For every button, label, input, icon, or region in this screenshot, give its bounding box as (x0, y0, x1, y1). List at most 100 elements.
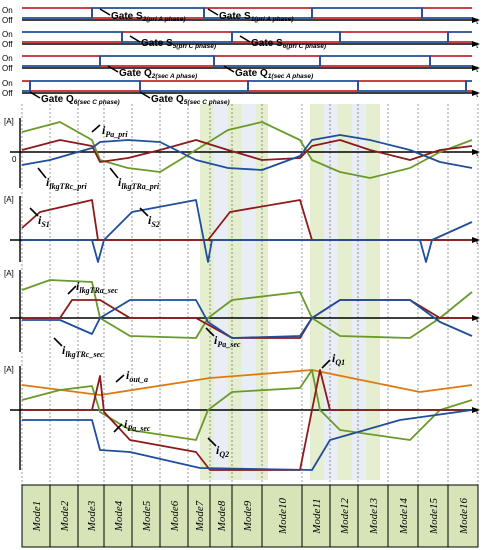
arrow-icon (113, 423, 123, 433)
t-label: t (476, 237, 479, 246)
gate-label-s2: Gate S2(pri A phase) (111, 11, 186, 23)
iq2-trace (22, 409, 473, 471)
amp-label: [A] (4, 117, 14, 126)
mode-label: Mode3 (86, 500, 98, 532)
mode-box (357, 484, 389, 548)
label-ilkgtra-pri: ilkgTRa_pri (118, 175, 160, 191)
is1-trace (21, 199, 472, 241)
arrow-icon (53, 337, 63, 347)
gate-label-s1: Gate S1(pri A phase) (219, 11, 294, 23)
current-plot-3: [A] t (4, 269, 480, 352)
t-label: t (476, 149, 479, 158)
mode-label: Mode10 (277, 497, 289, 535)
off-label: Off (2, 64, 13, 73)
amp-label: [A] (4, 365, 14, 374)
mode-box (301, 484, 331, 548)
mode-row: Mode1 Mode2 Mode3 Mode4 Mode5 Mode6 Mode7 Mode8… (21, 484, 479, 548)
t-label: t (476, 41, 479, 50)
mode-box (231, 484, 263, 548)
gate-label-q5: Gate Q5(sec C phase) (151, 94, 230, 106)
axis-arrow (472, 315, 480, 321)
mode-label: Mode9 (242, 500, 254, 532)
mode-box (447, 484, 479, 548)
gate-label-q1: Gate Q1(sec A phase) (235, 68, 313, 80)
is2-trace (22, 199, 473, 263)
gate-s6-trace (22, 31, 472, 43)
ipa-pri-trace (21, 121, 473, 179)
ilkgtra-pri-trace (21, 139, 473, 163)
mode-box (417, 484, 449, 548)
mode-label: Mode2 (59, 500, 71, 532)
gate-q2-trace (22, 55, 472, 67)
current-plot-1: [A] t 0 (4, 117, 480, 188)
mode-label: Mode11 (311, 498, 323, 534)
iout-a-trace (21, 369, 473, 396)
transition-band (228, 104, 242, 480)
mode-box (103, 484, 133, 548)
mode-label: Mode4 (113, 500, 125, 532)
arrow-icon (29, 207, 39, 217)
arrow-icon (129, 35, 141, 43)
label-ipa-sec-top: iPa_sec (214, 333, 241, 349)
arrow-icon (67, 285, 77, 295)
gate-plot-3: On Off t (2, 54, 480, 74)
t-label: t (476, 65, 479, 74)
ipa-sec-trace-top (22, 299, 473, 339)
mode-box (329, 484, 359, 548)
ilkgtrc-pri-trace (21, 134, 473, 171)
label-iq2: iQ2 (216, 443, 229, 459)
mode-box (131, 484, 161, 548)
transition-band (324, 104, 338, 480)
mode-label: Mode6 (169, 500, 181, 532)
arrow-icon (139, 91, 151, 99)
mode-box (77, 484, 105, 548)
arrow-icon (223, 65, 235, 73)
zero-label: 0 (12, 155, 17, 164)
arrow-icon (29, 91, 41, 99)
transition-band (214, 104, 228, 480)
mode-label: Mode13 (368, 497, 380, 535)
transition-band (366, 104, 380, 480)
mode-label: Mode8 (216, 500, 228, 532)
axis-arrow (472, 90, 480, 96)
arrow-icon (207, 8, 219, 16)
label-ilkgtra-sec: ilkgTRa_sec (76, 279, 118, 295)
label-is1: iS1 (38, 213, 50, 229)
label-iout-a: iout_a (126, 368, 148, 384)
label-iq1: iQ1 (332, 351, 345, 367)
label-ilkgtrc-sec: ilkgTRc_sec (62, 343, 104, 359)
transition-band (338, 104, 352, 480)
mode-box (21, 484, 51, 548)
mode-box (49, 484, 79, 548)
gate-q5-trace (22, 80, 472, 92)
label-ipa-sec-bottom: iPa_sec (124, 417, 151, 433)
arrow-icon (115, 374, 125, 383)
arrow-icon (207, 437, 217, 447)
gate-q6-trace (22, 80, 472, 92)
gate-label-q6: Gate Q6(sec C phase) (41, 94, 120, 106)
gate-label-q2: Gate Q2(sec A phase) (119, 68, 197, 80)
transition-band (242, 104, 256, 480)
on-label: On (2, 54, 13, 63)
current-labels: iPa_pri ilkgTRc_pri ilkgTRa_pri iS1 iS2 … (29, 123, 345, 459)
axis-arrow (472, 17, 480, 23)
iq1-trace (22, 369, 472, 471)
mode-box (387, 484, 419, 548)
label-ipa-pri: iPa_pri (102, 123, 128, 139)
axis-arrow (472, 41, 480, 47)
axis-arrow (472, 407, 480, 413)
gate-labels: Gate S2(pri A phase) Gate S1(pri A phase… (29, 8, 326, 106)
mode-label: Mode7 (194, 500, 206, 532)
on-label: On (2, 6, 13, 15)
off-label: Off (2, 40, 13, 49)
arrow-icon (99, 8, 111, 16)
t-label: t (476, 90, 479, 99)
ipa-sec-trace-bottom (21, 369, 473, 441)
axis-arrow (472, 237, 480, 243)
arrow-icon (139, 207, 149, 217)
t-label: t (476, 407, 479, 416)
gate-plot-4: On Off t (2, 79, 480, 99)
label-ilkgtrc-pri: ilkgTRc_pri (46, 175, 87, 191)
gate-plot-1: On Off t (2, 6, 480, 26)
